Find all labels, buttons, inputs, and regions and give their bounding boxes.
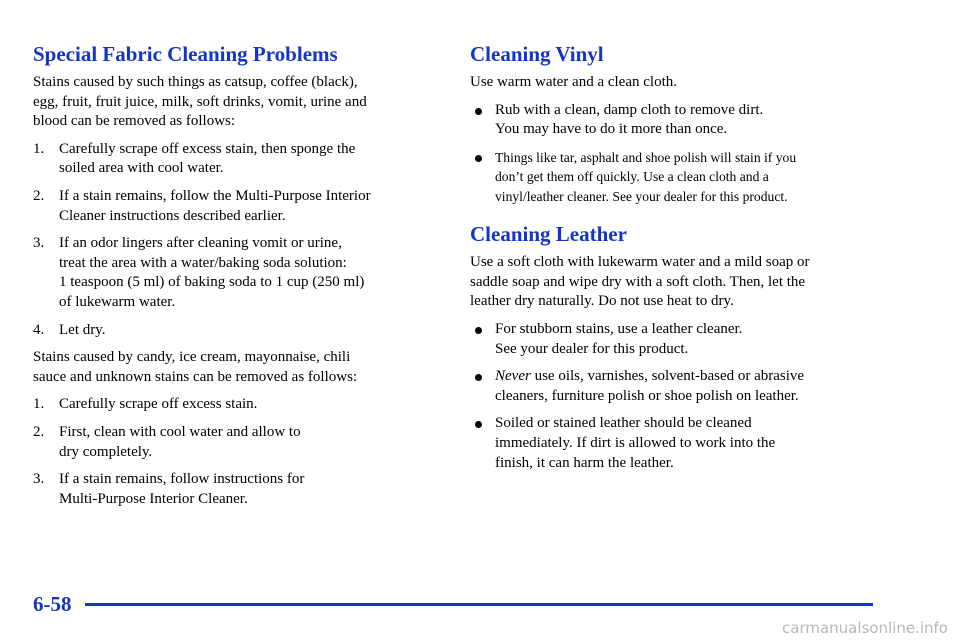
item-number: 3. bbox=[33, 235, 45, 252]
text: Things like tar, asphalt and shoe polish… bbox=[495, 149, 797, 165]
text-line: You may have to do it more than once. bbox=[495, 120, 910, 140]
numbered-item: 1. Carefully scrape off excess stain, the… bbox=[33, 140, 443, 179]
text: For stubborn stains, use a leather clean… bbox=[495, 321, 743, 338]
emphasis: Never bbox=[495, 368, 531, 385]
bullet-dot bbox=[475, 421, 482, 429]
text-line: saddle soap and wipe dry with a soft clo… bbox=[470, 273, 806, 290]
bullet-item: For stubborn stains, use a leather clean… bbox=[470, 320, 910, 359]
item-number: 2. bbox=[33, 187, 45, 204]
section-title: Cleaning Leather bbox=[470, 222, 627, 247]
text-line: dry completely. bbox=[59, 443, 153, 460]
text-line: immediately. If dirt is allowed to work … bbox=[495, 434, 910, 454]
text-line: finish, it can harm the leather. bbox=[495, 454, 910, 474]
text-line: cleaners, furniture polish or shoe polis… bbox=[495, 387, 910, 407]
text: use oils, varnishes, solvent-based or ab… bbox=[534, 368, 805, 385]
text: You may have to do it more than once. bbox=[495, 121, 728, 138]
section-title: Cleaning Vinyl bbox=[470, 42, 604, 66]
paragraph: Use a soft cloth with lukewarm water and… bbox=[470, 253, 910, 312]
text-line: Stains caused by candy, ice cream, mayon… bbox=[33, 349, 351, 366]
text-line: Use warm water and a clean cloth. bbox=[470, 74, 677, 90]
text-line: For stubborn stains, use a leather clean… bbox=[495, 320, 910, 340]
bullet-item: Soiled or stained leather should be clea… bbox=[470, 414, 910, 473]
item-number: 1. bbox=[33, 140, 45, 157]
text-line: treat the area with a water/baking soda … bbox=[59, 254, 347, 271]
bullet-item: Things like tar, asphalt and shoe polish… bbox=[470, 148, 910, 207]
text-line: Let dry. bbox=[59, 321, 106, 338]
numbered-item: 4. Let dry. bbox=[33, 321, 443, 341]
item-number: 2. bbox=[33, 423, 45, 440]
text: Rub with a clean, damp cloth to remove d… bbox=[495, 101, 764, 118]
text-line: Carefully scrape off excess stain, then … bbox=[59, 140, 356, 157]
text-line: Things like tar, asphalt and shoe polish… bbox=[495, 148, 910, 168]
text-line: Stains caused by such things as catsup, … bbox=[33, 74, 358, 90]
numbered-item: 3. If an odor lingers after cleaning vomi… bbox=[33, 234, 443, 312]
section-title: Special Fabric Cleaning Problems bbox=[33, 42, 338, 66]
bullet-item: Never use oils, varnishes, solvent-based … bbox=[470, 367, 910, 406]
paragraph: Stains caused by such things as catsup, … bbox=[33, 73, 443, 132]
text-line: soiled area with cool water. bbox=[59, 160, 224, 177]
right-column: Cleaning Vinyl Use warm water and a clean… bbox=[470, 40, 910, 473]
numbered-item: 1. Carefully scrape off excess stain. bbox=[33, 395, 443, 415]
bullet-dot bbox=[475, 107, 482, 115]
text-line: Soiled or stained leather should be clea… bbox=[495, 414, 910, 434]
bullet-dot bbox=[475, 374, 482, 382]
text-line: See your dealer for this product. bbox=[495, 340, 910, 360]
text-line: Use a soft cloth with lukewarm water and… bbox=[470, 254, 810, 271]
text-line: Carefully scrape off excess stain. bbox=[59, 396, 258, 413]
text: vinyl/leather cleaner. See your dealer f… bbox=[495, 188, 788, 204]
bullet-dot bbox=[475, 327, 482, 335]
page-number: 6-58 bbox=[33, 592, 72, 616]
text-line: of lukewarm water. bbox=[59, 293, 176, 310]
text-line: Cleaner instructions described earlier. bbox=[59, 207, 286, 224]
text-line: egg, fruit, fruit juice, milk, soft drin… bbox=[33, 93, 367, 110]
text: Soiled or stained leather should be clea… bbox=[495, 415, 752, 432]
text-line: If an odor lingers after cleaning vomit … bbox=[59, 235, 342, 252]
bullet-item: Rub with a clean, damp cloth to remove d… bbox=[470, 101, 910, 140]
text-line: Multi-Purpose Interior Cleaner. bbox=[59, 490, 248, 507]
bullet-dot bbox=[475, 154, 482, 162]
text-line: If a stain remains, follow the Multi-Pur… bbox=[59, 187, 371, 204]
watermark: carmanualsonline.info bbox=[782, 619, 948, 637]
item-number: 3. bbox=[33, 471, 45, 488]
text-line: If a stain remains, follow instructions … bbox=[59, 471, 305, 488]
text-line: 1 teaspoon (5 ml) of baking soda to 1 cu… bbox=[59, 274, 365, 291]
left-column: Special Fabric Cleaning Problems Stains c… bbox=[33, 40, 443, 509]
text: finish, it can harm the leather. bbox=[495, 454, 674, 471]
item-number: 1. bbox=[33, 396, 45, 413]
text-line: sauce and unknown stains can be removed … bbox=[33, 368, 358, 385]
text: immediately. If dirt is allowed to work … bbox=[495, 435, 776, 452]
text-line: don’t get them off quickly. Use a clean … bbox=[495, 167, 910, 187]
text-line: Rub with a clean, damp cloth to remove d… bbox=[495, 101, 910, 121]
text: don’t get them off quickly. Use a clean … bbox=[495, 169, 769, 185]
text: cleaners, furniture polish or shoe polis… bbox=[495, 387, 799, 404]
paragraph: Stains caused by candy, ice cream, mayon… bbox=[33, 348, 443, 387]
footer-rule bbox=[85, 603, 873, 606]
text-line: vinyl/leather cleaner. See your dealer f… bbox=[495, 187, 910, 207]
text: See your dealer for this product. bbox=[495, 340, 689, 357]
text-line: leather dry naturally. Do not use heat t… bbox=[470, 293, 734, 310]
paragraph: Use warm water and a clean cloth. bbox=[470, 73, 910, 93]
numbered-item: 2. First, clean with cool water and allow… bbox=[33, 423, 443, 462]
numbered-item: 3. If a stain remains, follow instruction… bbox=[33, 470, 443, 509]
item-number: 4. bbox=[33, 321, 45, 338]
text-line: blood can be removed as follows: bbox=[33, 113, 236, 130]
text-line: First, clean with cool water and allow t… bbox=[59, 423, 301, 440]
text-line: Never use oils, varnishes, solvent-based … bbox=[495, 367, 910, 387]
numbered-item: 2. If a stain remains, follow the Multi-P… bbox=[33, 187, 443, 226]
